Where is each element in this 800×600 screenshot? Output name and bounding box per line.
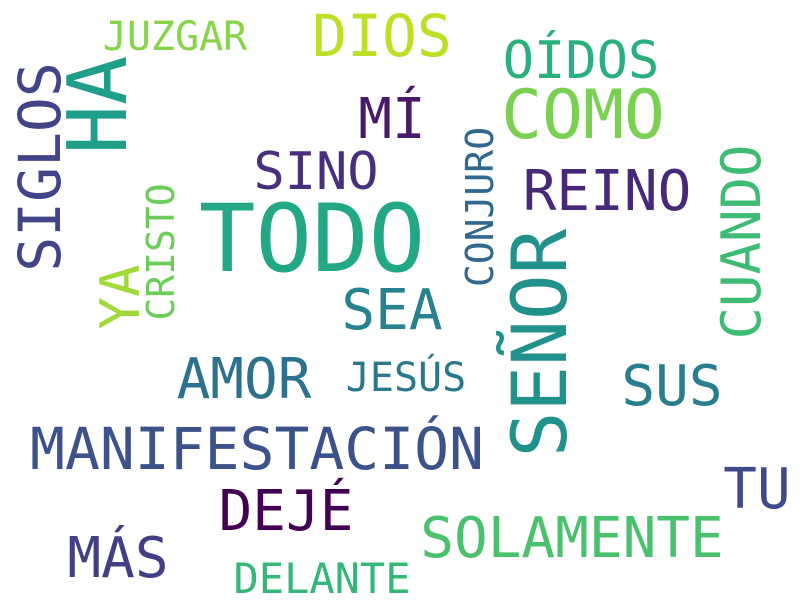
word-mas: MÁS xyxy=(67,526,169,591)
word-manifestacion: MANIFESTACIÓN xyxy=(30,415,484,483)
word-todo: TODO xyxy=(198,185,426,294)
word-juzgar: JUZGAR xyxy=(102,14,248,60)
word-deje: DEJÉ xyxy=(218,479,354,544)
word-delante: DELANTE xyxy=(233,554,411,600)
word-senor: SEÑOR xyxy=(495,228,584,458)
word-reino: REINO xyxy=(522,159,692,224)
word-solamente: SOLAMENTE xyxy=(420,506,724,571)
word-cuando: CUANDO xyxy=(710,144,773,340)
word-sea: SEA xyxy=(341,278,443,343)
word-tu: TU xyxy=(723,457,791,522)
word-sus: SUS xyxy=(621,354,723,419)
word-oidos: OÍDOS xyxy=(502,31,660,91)
word-mi: MÍ xyxy=(358,87,426,152)
word-conjuro: CONJURO xyxy=(458,126,502,288)
word-sino: SINO xyxy=(253,142,379,202)
word-como: COMO xyxy=(501,76,665,155)
word-siglos: SIGLOS xyxy=(6,62,74,272)
word-cristo: CRISTO xyxy=(139,183,183,321)
word-jesus: JESÚS xyxy=(345,355,467,401)
word-amor: AMOR xyxy=(176,347,312,412)
word-dios: DIOS xyxy=(312,2,452,70)
